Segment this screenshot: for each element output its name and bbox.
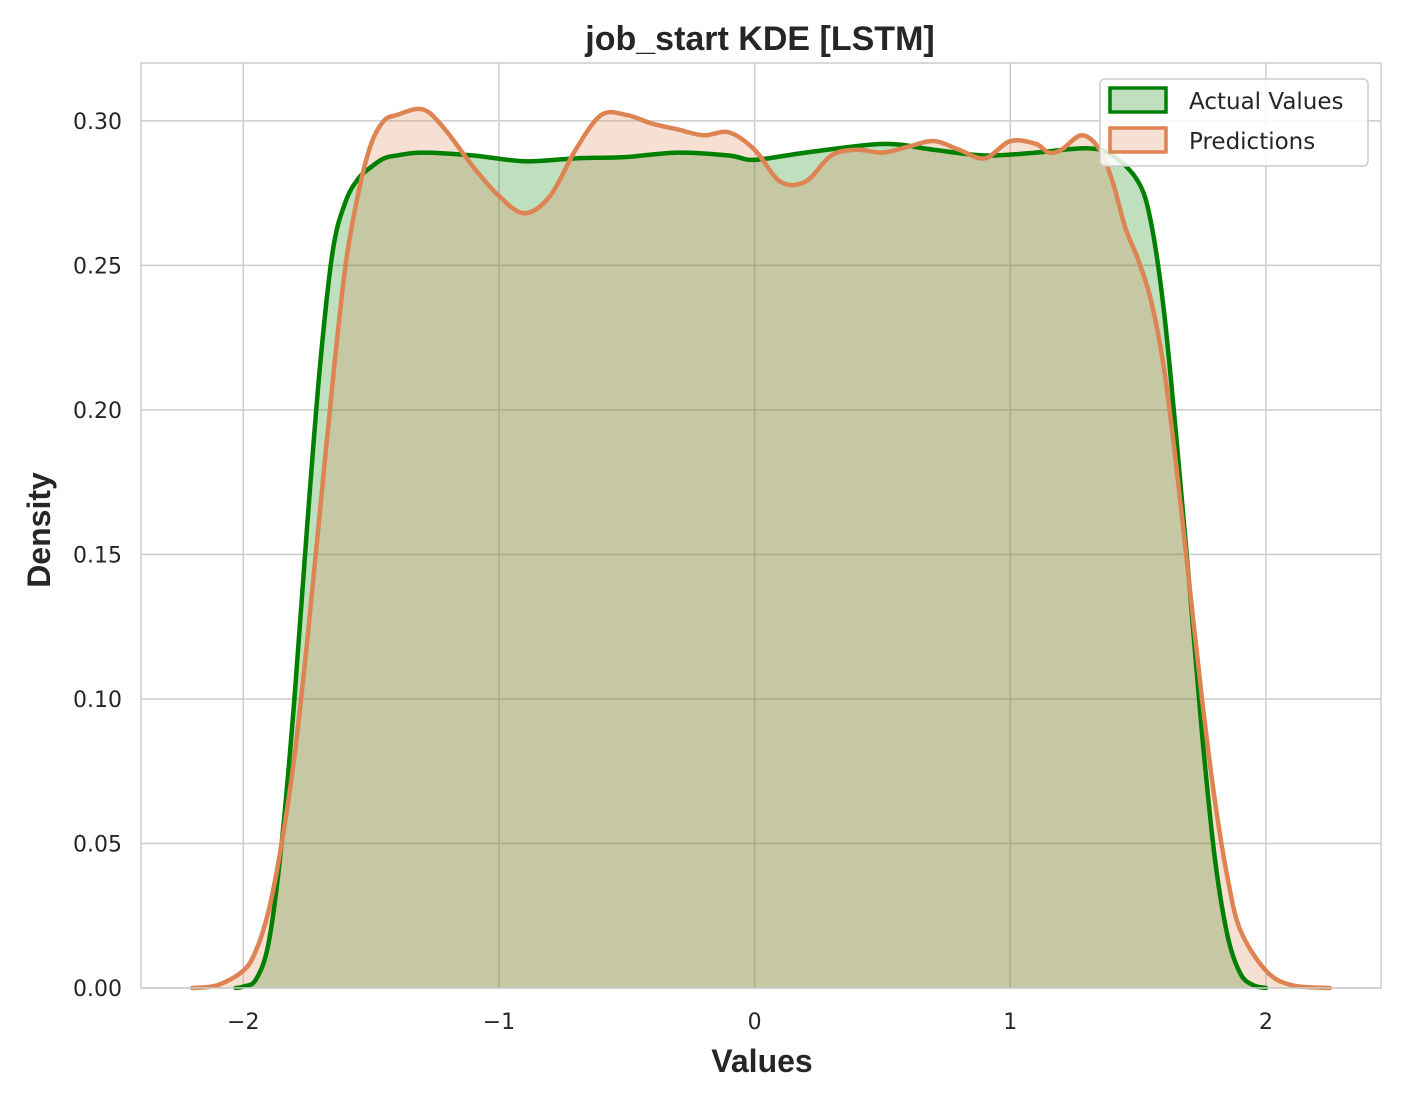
series-lines: [189, 106, 1333, 991]
y-tick-label: 0.20: [73, 399, 122, 424]
x-tick-label: −1: [483, 1010, 515, 1035]
legend-label-actual-values: Actual Values: [1189, 89, 1344, 115]
chart-title: job_start KDE [LSTM]: [584, 20, 934, 58]
area-predictions: [192, 108, 1330, 988]
y-tick-label: 0.00: [73, 977, 122, 1002]
legend: Actual Values Predictions: [1099, 78, 1369, 167]
line-predictions: [189, 106, 1333, 991]
area-actual-values: [235, 143, 1266, 988]
plot-frame: [140, 62, 1382, 989]
x-tick-label: 0: [748, 1010, 762, 1035]
y-tick-label: 0.25: [73, 254, 122, 279]
y-axis-ticks: 0.00 0.05 0.10 0.15 0.20 0.25 0.30: [73, 110, 122, 1002]
y-tick-label: 0.30: [73, 110, 122, 135]
x-tick-label: 1: [1003, 1010, 1017, 1035]
legend-label-predictions: Predictions: [1189, 129, 1315, 155]
y-tick-label: 0.05: [73, 832, 122, 857]
y-tick-label: 0.15: [73, 543, 122, 568]
legend-swatch-actual-values: [1108, 86, 1168, 114]
x-tick-label: −2: [227, 1010, 259, 1035]
y-tick-label: 0.10: [73, 688, 122, 713]
legend-swatch-predictions: [1108, 126, 1168, 154]
x-tick-label: 2: [1259, 1010, 1273, 1035]
y-axis-title: Density: [21, 472, 57, 588]
x-axis-title: Values: [711, 1043, 812, 1079]
series-areas: [192, 108, 1330, 988]
x-axis-ticks: −2 −1 0 1 2: [227, 1010, 1273, 1035]
